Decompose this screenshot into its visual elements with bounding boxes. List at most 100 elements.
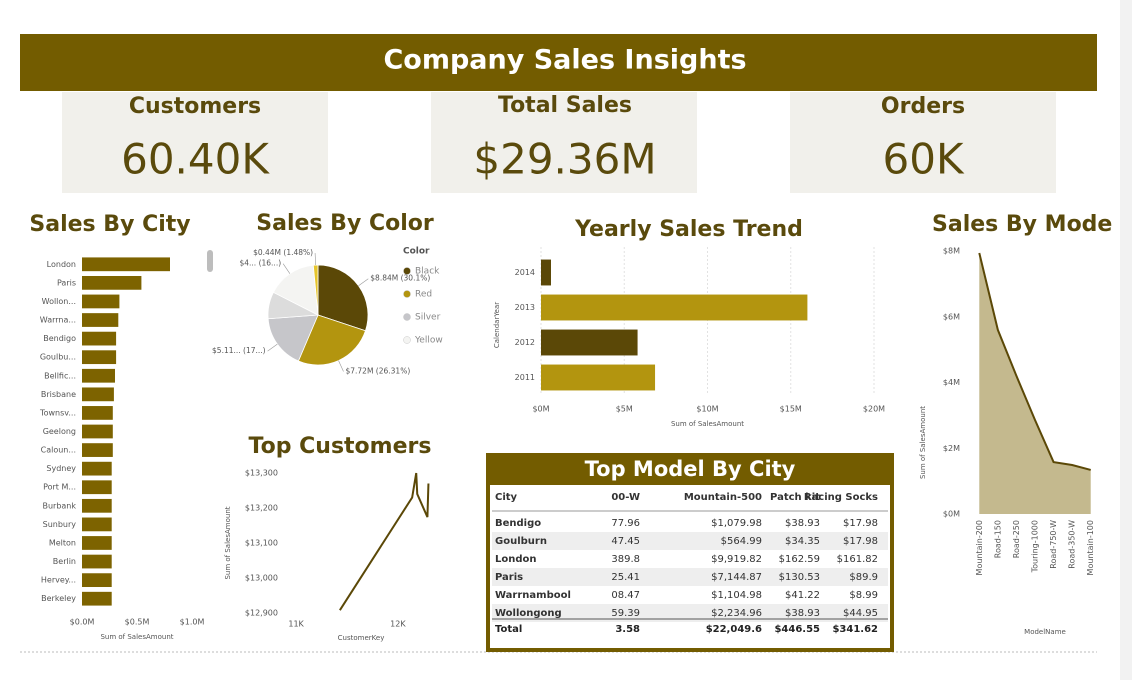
y-axis-label: Sum of SalesAmount <box>919 406 927 479</box>
table-cell: $38.93 <box>785 608 820 619</box>
table-cell: 47.45 <box>611 536 640 547</box>
x-axis-label: Sum of SalesAmount <box>100 633 173 641</box>
table-header: City <box>495 492 518 503</box>
legend-title: Color <box>403 247 430 257</box>
table-total: $341.62 <box>832 624 878 635</box>
card-value: 60K <box>883 135 965 184</box>
x-tick-label: 12K <box>390 620 406 629</box>
x-tick-label: $10M <box>696 405 718 414</box>
table-cell: 08.47 <box>611 590 640 601</box>
table-cell: $44.95 <box>843 608 878 619</box>
table-total: Total <box>495 624 522 635</box>
x-tick-label: $15M <box>780 405 802 414</box>
x-tick-label: $0M <box>532 405 549 414</box>
y-tick-label: $8M <box>943 247 960 256</box>
line <box>978 252 1091 471</box>
table-cell: $41.22 <box>785 590 820 601</box>
leader-line <box>338 360 344 372</box>
y-tick-label: $13,200 <box>245 504 278 513</box>
data-label: $0.44M (1.48%) <box>253 248 313 257</box>
card <box>62 92 328 193</box>
legend-label: Silver <box>415 313 441 323</box>
y-tick-label: Sunbury <box>43 520 77 529</box>
leader-line <box>314 253 316 266</box>
table-header: Mountain-500 <box>684 492 762 503</box>
data-label: $5.11... (17...) <box>212 346 266 355</box>
bar <box>82 350 117 365</box>
x-tick-label: $0.5M <box>125 618 150 627</box>
y-tick-label: Sydney <box>46 464 76 473</box>
table-total: 3.58 <box>615 624 640 635</box>
bar <box>82 257 170 272</box>
bar <box>82 517 112 532</box>
x-tick-label: $0.0M <box>70 618 95 627</box>
chart-title: Sales By City <box>29 212 190 237</box>
table-cell: $17.98 <box>843 536 878 547</box>
bar <box>82 331 117 346</box>
scrollbar[interactable] <box>207 250 213 272</box>
legend-swatch <box>403 336 411 344</box>
table-cell: Bendigo <box>495 518 541 529</box>
table-title: Top Model By City <box>585 457 796 481</box>
y-tick-label: 2013 <box>515 303 535 312</box>
header-bar <box>20 34 1097 91</box>
table-cell: London <box>495 554 537 565</box>
table-cell: Wollongong <box>495 608 562 619</box>
data-label: $4... (16...) <box>240 259 282 268</box>
table-total: $22,049.6 <box>706 624 762 635</box>
y-tick-label: $0M <box>943 510 960 519</box>
bar <box>82 313 119 327</box>
pie-slice <box>317 264 369 332</box>
card-label: Total Sales <box>498 93 632 118</box>
y-tick-label: Berkeley <box>41 594 76 603</box>
bar <box>82 275 142 290</box>
legend-label: Yellow <box>414 336 443 346</box>
y-tick-label: Berlin <box>53 557 76 566</box>
y-tick-label: Melton <box>49 538 76 547</box>
y-tick-label: 2011 <box>515 373 535 382</box>
table-row-band <box>492 532 888 550</box>
table-total: $446.55 <box>774 624 820 635</box>
x-tick-label: Mountain-100 <box>1086 520 1095 575</box>
card-value: $29.36M <box>473 135 656 184</box>
bar <box>82 424 113 439</box>
card <box>790 92 1056 193</box>
table-cell: $9,919.82 <box>711 554 762 565</box>
bar <box>82 573 112 588</box>
legend-swatch <box>403 290 411 298</box>
y-tick-label: London <box>47 260 76 269</box>
x-tick-label: $5M <box>616 405 633 414</box>
table-cell: Paris <box>495 572 523 583</box>
x-tick-label: Mountain-200 <box>975 520 984 575</box>
legend-swatch <box>403 267 411 275</box>
card-value: 60.40K <box>121 135 270 184</box>
chart-title: Sales By Mode <box>932 212 1112 237</box>
card-label: Orders <box>881 94 965 119</box>
y-tick-label: 2012 <box>515 338 535 347</box>
table-cell: 25.41 <box>611 572 640 583</box>
y-tick-label: Townsv... <box>39 408 76 417</box>
y-axis-label: Sum of SalesAmount <box>224 506 232 579</box>
bar <box>541 259 551 286</box>
legend-label: Red <box>415 290 432 300</box>
x-tick-label: $1.0M <box>180 618 205 627</box>
x-tick-label: 11K <box>288 620 304 629</box>
y-tick-label: Wollon... <box>42 297 76 306</box>
x-tick-label: Road-750-W <box>1049 520 1058 569</box>
bar <box>541 364 656 391</box>
card <box>431 92 697 193</box>
x-axis-label: ModelName <box>1024 628 1066 636</box>
pie-slice <box>297 314 366 366</box>
table-cell: $34.35 <box>785 536 820 547</box>
table-title-bar <box>488 455 892 485</box>
bar <box>82 368 115 383</box>
table-row-band <box>492 568 888 586</box>
table-header: Patch kit <box>770 492 820 503</box>
y-tick-label: Goulbu... <box>40 353 76 362</box>
card-label: Customers <box>129 94 261 119</box>
bar <box>82 480 112 495</box>
table-cell: Warrnambool <box>495 590 571 601</box>
table-cell: $1,104.98 <box>711 590 762 601</box>
y-tick-label: $2M <box>943 444 960 453</box>
